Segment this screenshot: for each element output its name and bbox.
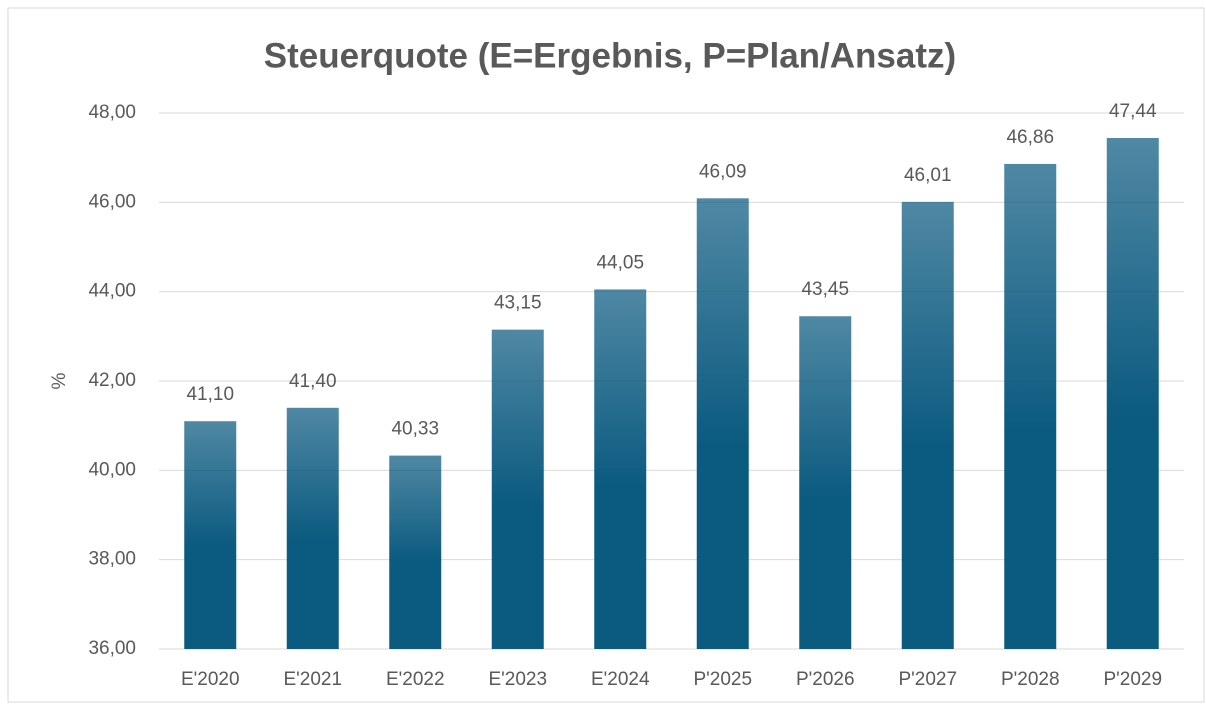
x-tick-label: P'2028 [1001, 669, 1060, 690]
y-tick-label: 46,00 [88, 191, 136, 212]
data-label: 43,15 [494, 293, 542, 314]
x-tick-label: E'2024 [591, 669, 650, 690]
bar [1004, 163, 1057, 650]
bar [901, 201, 954, 650]
data-label: 47,44 [1109, 101, 1157, 122]
data-label: 41,40 [289, 371, 337, 392]
y-tick-label: 40,00 [88, 459, 136, 480]
data-label: 41,10 [186, 384, 234, 405]
bar [696, 198, 749, 649]
y-tick-label: 36,00 [88, 638, 136, 659]
y-axis-label: % [49, 372, 70, 389]
chart-title: Steuerquote (E=Ergebnis, P=Plan/Ansatz) [264, 36, 956, 75]
data-label: 40,33 [391, 419, 439, 440]
y-tick-label: 48,00 [88, 102, 136, 123]
data-label: 46,09 [699, 161, 747, 182]
bar [1106, 138, 1159, 649]
y-tick-label: 38,00 [88, 549, 136, 570]
y-tick-label: 44,00 [88, 281, 136, 302]
bar [491, 329, 544, 649]
bar [184, 421, 237, 649]
x-tick-label: P'2026 [796, 669, 855, 690]
x-tick-label: P'2029 [1103, 669, 1162, 690]
x-tick-label: P'2025 [693, 669, 752, 690]
x-tick-label: E'2022 [386, 669, 445, 690]
x-tick-label: E'2020 [181, 669, 240, 690]
data-label: 46,01 [904, 165, 952, 186]
x-tick-label: E'2023 [488, 669, 547, 690]
y-tick-label: 42,00 [88, 370, 136, 391]
data-label: 46,86 [1006, 127, 1054, 148]
data-label: 44,05 [596, 252, 644, 273]
bar [286, 407, 339, 649]
x-tick-label: E'2021 [283, 669, 342, 690]
bar [594, 289, 647, 649]
x-tick-label: P'2027 [898, 669, 957, 690]
data-label: 43,45 [801, 279, 849, 300]
bar [799, 316, 852, 649]
bar [389, 455, 442, 649]
